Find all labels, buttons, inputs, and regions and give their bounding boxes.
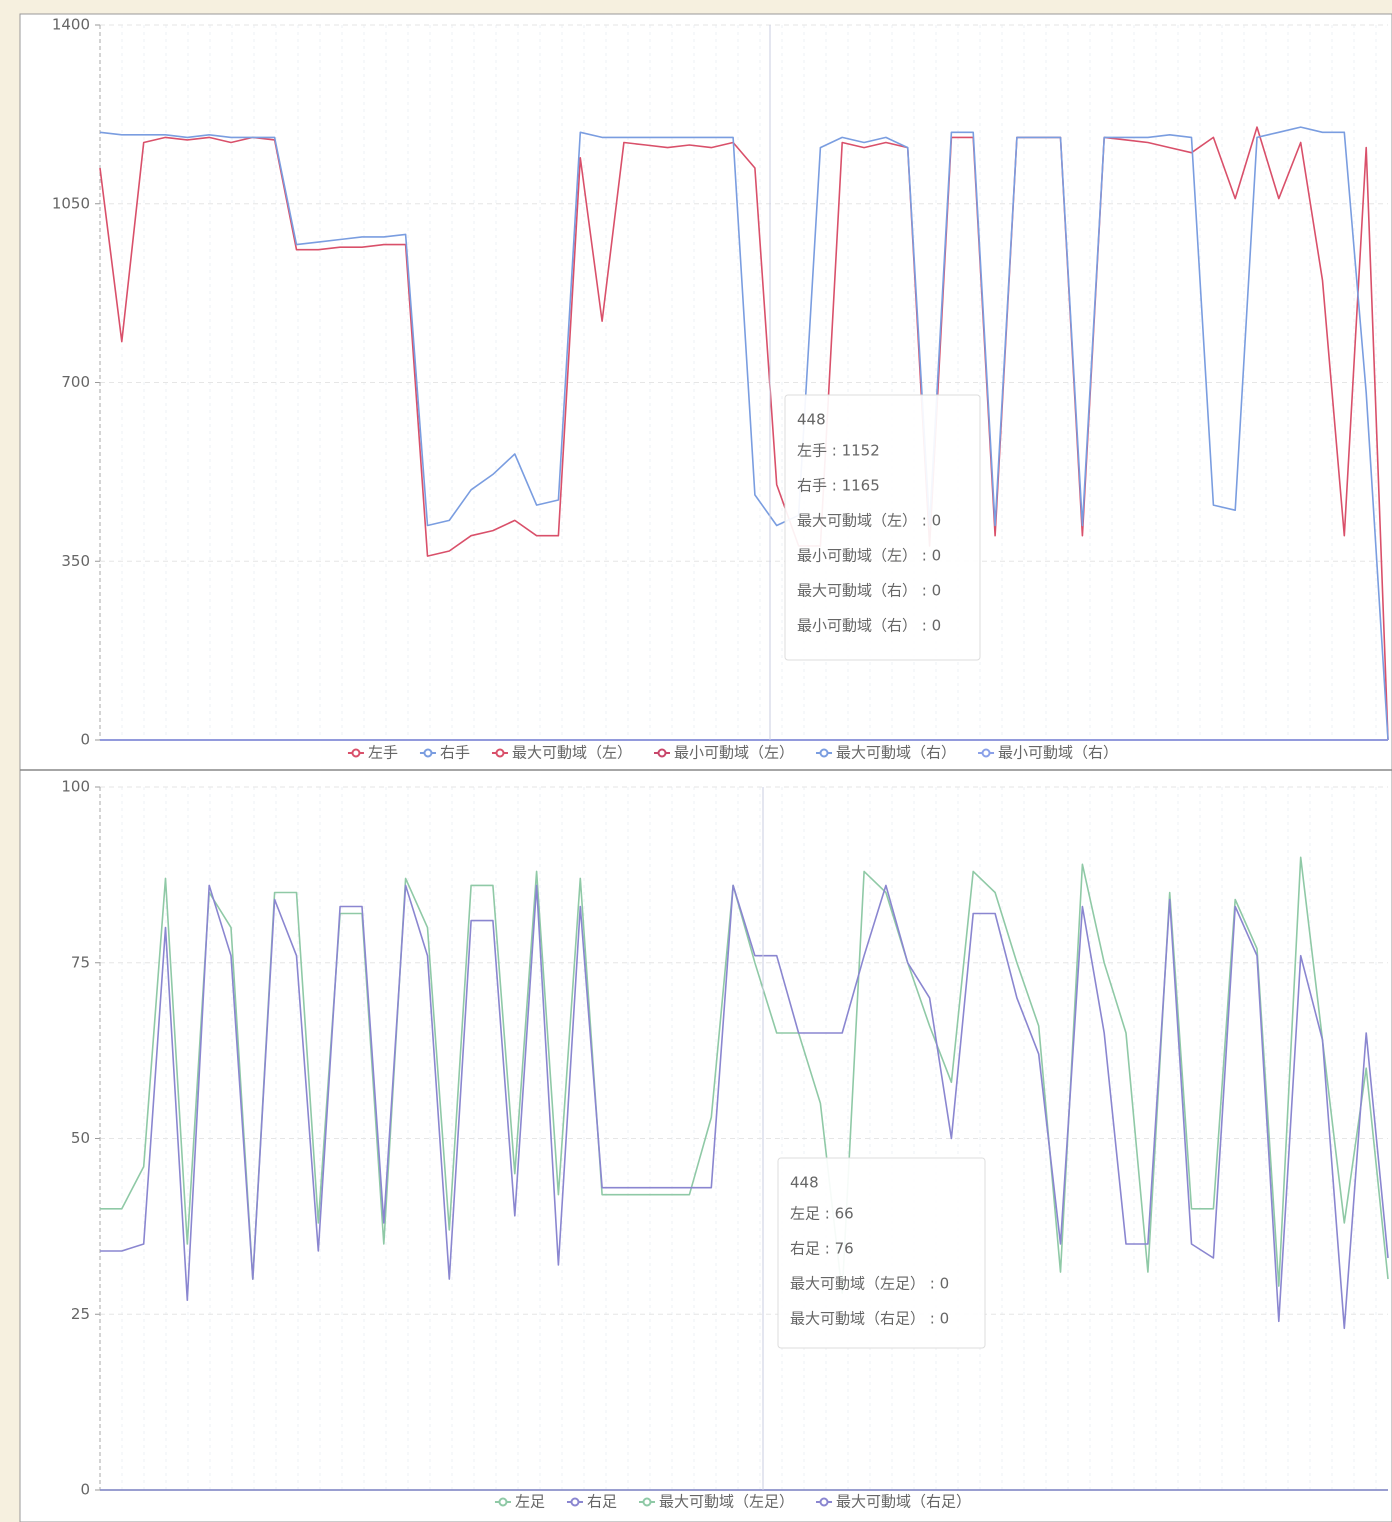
tooltip-line: 最大可動域（右足） : 0 <box>790 1310 949 1328</box>
y-tick-label: 1400 <box>52 16 90 34</box>
legend-marker-dot <box>498 1497 508 1507</box>
tooltip-line: 左足 : 66 <box>790 1205 854 1223</box>
tooltip-line: 最大可動域（右） : 0 <box>797 582 941 600</box>
tooltip: 448 左足 : 66 右足 : 76 最大可動域（左足） : 0 最大可動域（右足） … <box>777 1157 986 1349</box>
tooltip-title: 448 <box>797 411 826 429</box>
y-tick-label: 1050 <box>52 194 90 212</box>
legend-label: 最大可動域（左） <box>512 744 632 762</box>
legend-label: 右足 <box>587 1493 617 1511</box>
y-tick-label: 75 <box>71 953 90 971</box>
legend-label: 最大可動域（右） <box>836 744 956 762</box>
y-tick-label: 700 <box>61 373 90 391</box>
y-tick-label: 50 <box>71 1129 90 1147</box>
legend: 左手 右手 最大可動域（左） 最小可動域（左） 最大可動域（右） 最小可動域（右） <box>347 744 1118 762</box>
legend-label: 左手 <box>368 744 398 762</box>
legend-label: 右手 <box>440 744 470 762</box>
legend-label: 最小可動域（左） <box>674 744 794 762</box>
legend-marker-dot <box>495 748 505 758</box>
y-tick-label: 0 <box>80 1481 90 1499</box>
legend-label: 左足 <box>515 1493 545 1511</box>
tooltip-line: 左手 : 1152 <box>797 442 880 460</box>
legend-marker-dot <box>981 748 991 758</box>
tooltip-line: 右足 : 76 <box>790 1240 854 1258</box>
y-tick-label: 100 <box>61 778 90 796</box>
legend-marker-dot <box>819 1497 829 1507</box>
y-tick-label: 25 <box>71 1305 90 1323</box>
legend-marker-dot <box>570 1497 580 1507</box>
tooltip-line: 最小可動域（右） : 0 <box>797 617 941 635</box>
legend-marker-dot <box>657 748 667 758</box>
y-tick-label: 0 <box>80 731 90 749</box>
legend-marker-dot <box>819 748 829 758</box>
legend-label: 最大可動域（右足） <box>836 1493 971 1511</box>
tooltip-line: 最大可動域（左） : 0 <box>797 512 941 530</box>
tooltip-box <box>777 1157 986 1349</box>
legend-label: 最大可動域（左足） <box>659 1493 794 1511</box>
series-line <box>99 126 1389 741</box>
legend-label: 最小可動域（右） <box>998 744 1118 762</box>
tooltip: 448 左手 : 1152 右手 : 1165 最大可動域（左） : 0 最小可動域（左… <box>784 394 981 661</box>
tooltip-line: 最小可動域（左） : 0 <box>797 547 941 565</box>
legend-marker-dot <box>351 748 361 758</box>
chart-card <box>19 13 1392 1522</box>
y-tick-label: 350 <box>61 552 90 570</box>
legend-marker-dot <box>423 748 433 758</box>
legend: 左足 右足 最大可動域（左足） 最大可動域（右足） <box>494 1493 971 1511</box>
legend-marker-dot <box>642 1497 652 1507</box>
series-line <box>100 884 1389 1330</box>
tooltip-box <box>784 394 981 661</box>
tooltip-line: 最大可動域（左足） : 0 <box>790 1275 949 1293</box>
series-line <box>99 126 1389 741</box>
tooltip-title: 448 <box>790 1174 819 1192</box>
tooltip-line: 右手 : 1165 <box>797 477 880 495</box>
